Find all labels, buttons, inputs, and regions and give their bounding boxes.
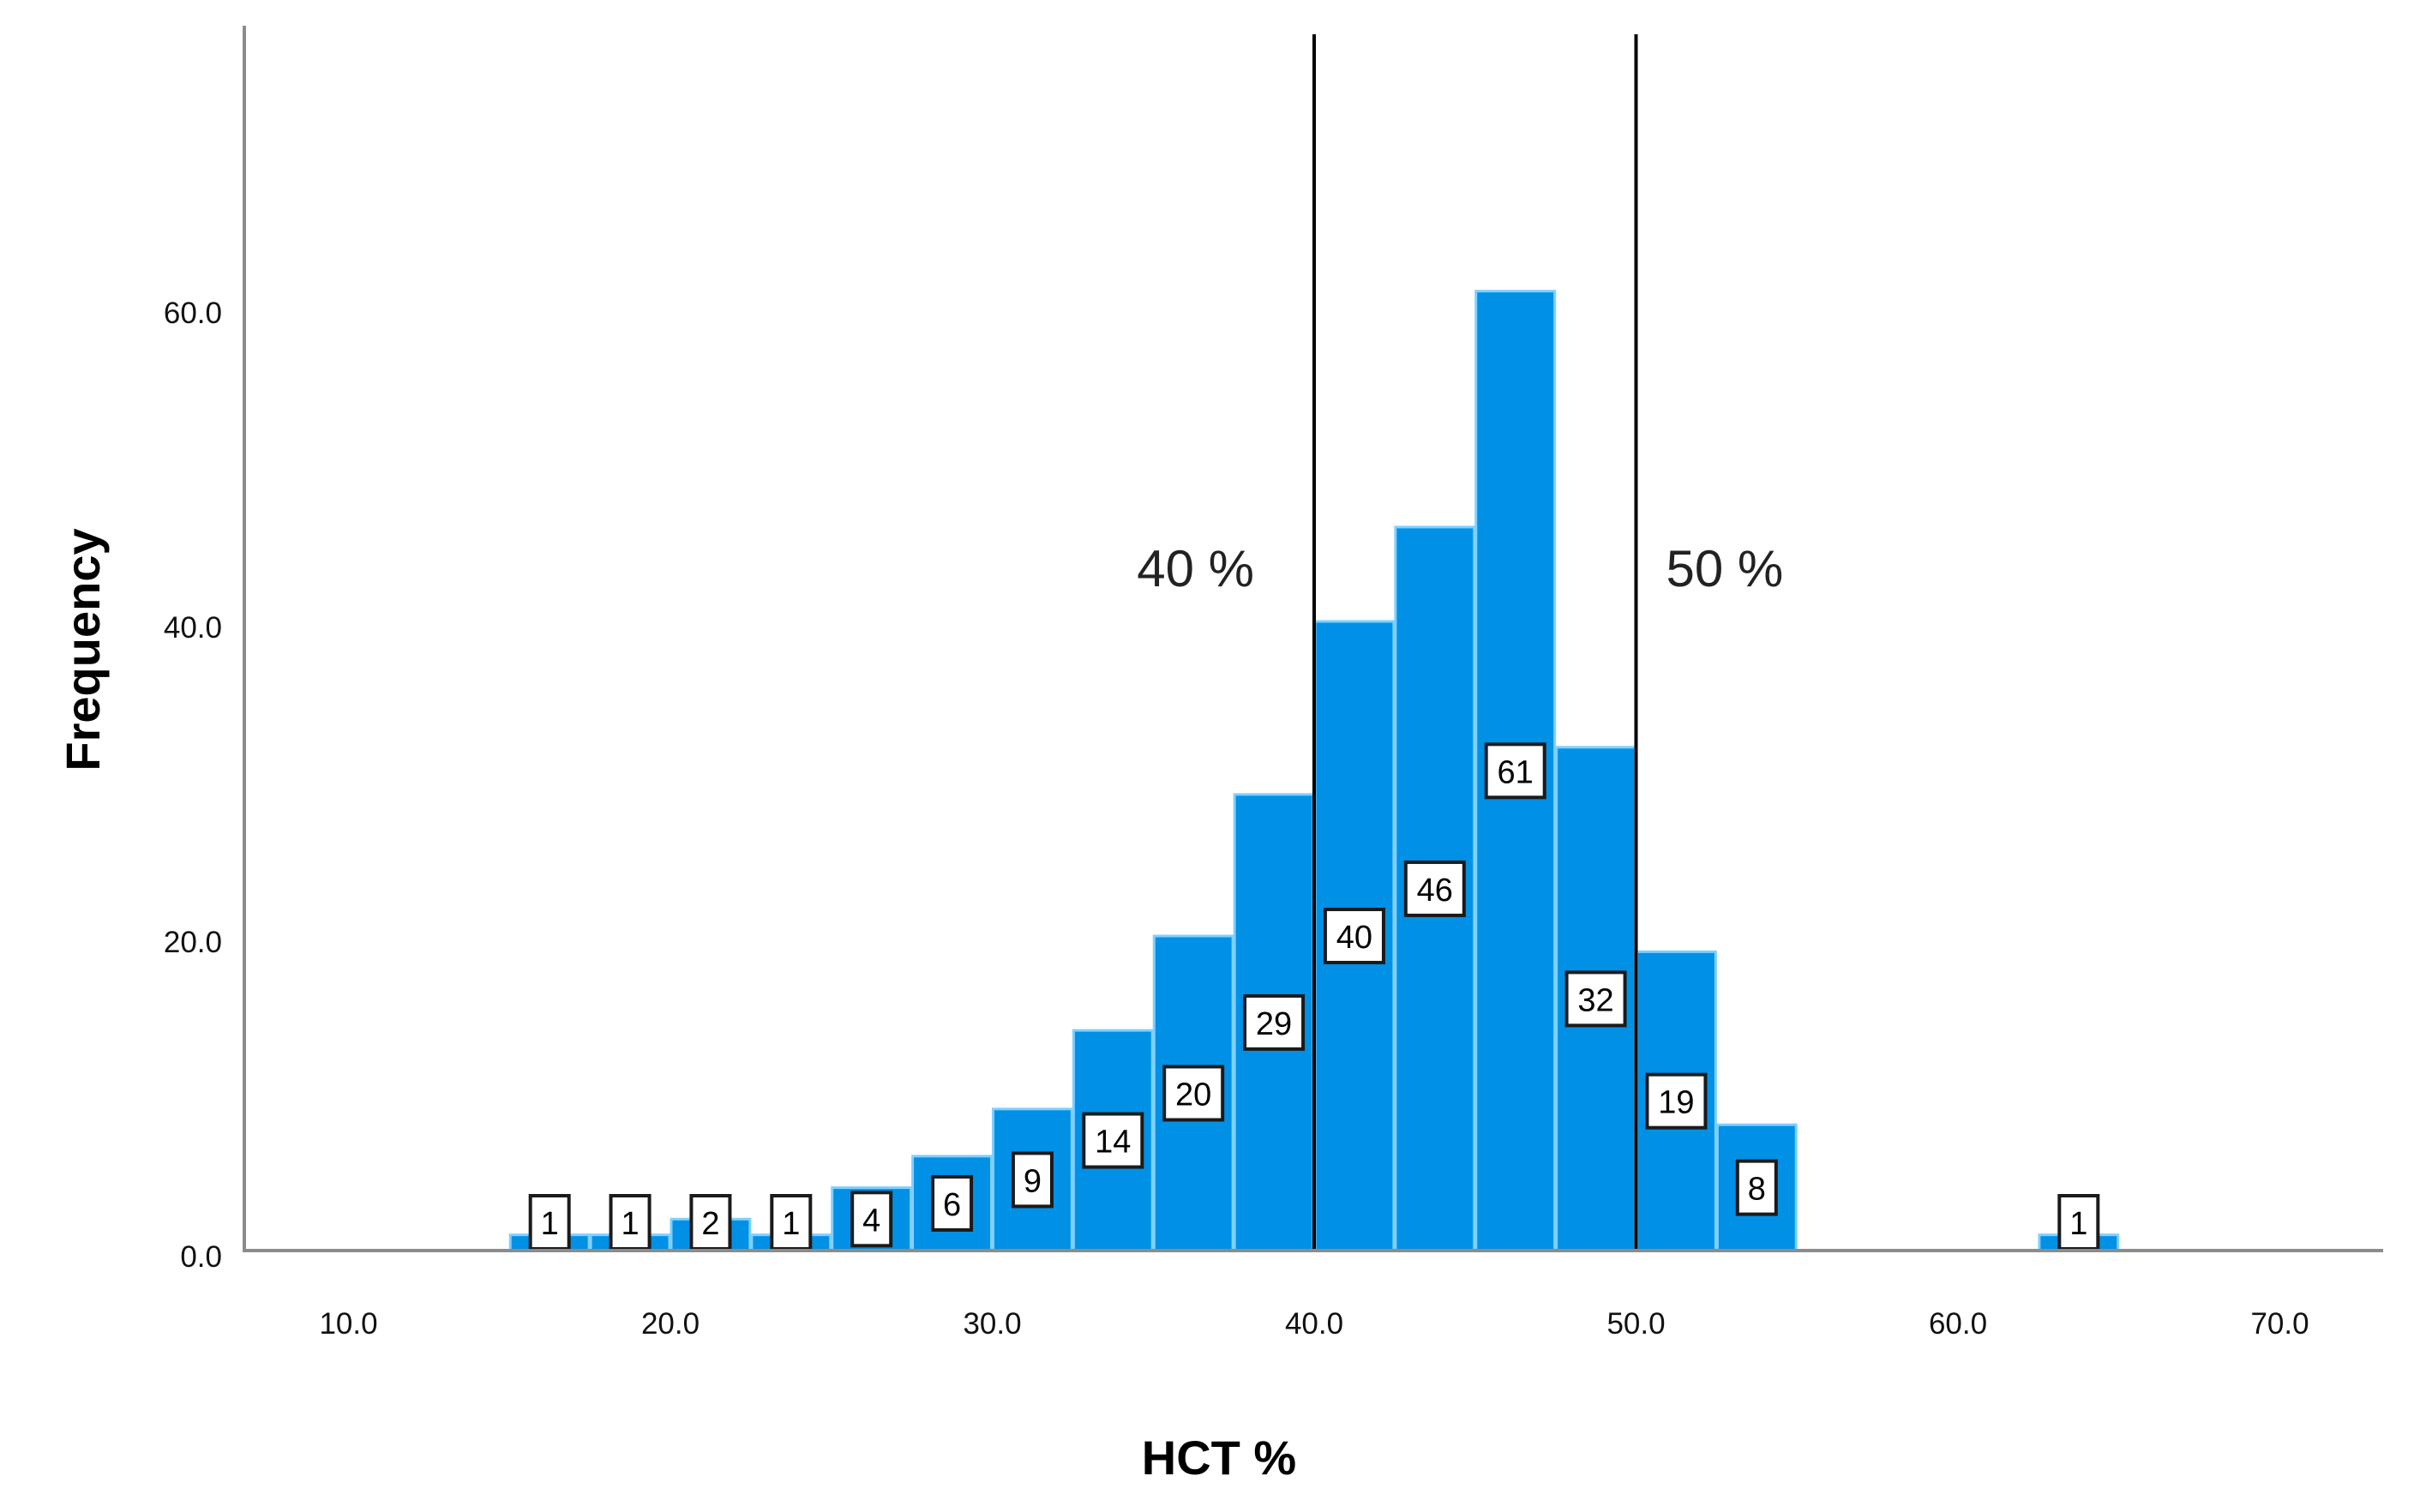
svg-text:1: 1 <box>541 1206 559 1242</box>
svg-text:4: 4 <box>862 1203 880 1239</box>
x-tick-label: 20.0 <box>641 1307 700 1341</box>
bar-data-label: 20 <box>1162 1065 1225 1122</box>
x-tick-label: 70.0 <box>2250 1307 2309 1341</box>
bar-data-label: 29 <box>1243 993 1306 1051</box>
svg-text:2: 2 <box>701 1206 719 1242</box>
bar-data-label: 1 <box>770 1194 813 1251</box>
x-axis-title: HCT % <box>1142 1431 1296 1485</box>
bar-data-label: 1 <box>528 1194 571 1251</box>
x-tick-label: 60.0 <box>1929 1307 1987 1341</box>
svg-text:40: 40 <box>1336 920 1372 956</box>
y-tick-label: 40.0 <box>164 611 222 645</box>
bar-data-label: 1 <box>609 1194 652 1251</box>
svg-text:1: 1 <box>621 1206 639 1242</box>
bar-data-label: 61 <box>1484 742 1546 800</box>
bar-data-label: 19 <box>1645 1072 1708 1130</box>
svg-text:8: 8 <box>1748 1172 1766 1208</box>
svg-text:29: 29 <box>1256 1006 1292 1042</box>
svg-text:14: 14 <box>1095 1125 1131 1161</box>
reference-line-label: 50 % <box>1666 540 1784 597</box>
svg-text:6: 6 <box>943 1187 961 1223</box>
svg-text:46: 46 <box>1417 873 1453 909</box>
bar-data-label: 8 <box>1735 1159 1778 1216</box>
reference-line-label: 40 % <box>1137 540 1254 597</box>
bar-data-label: 9 <box>1011 1151 1054 1209</box>
y-axis-title: Frequency <box>56 528 110 771</box>
y-tick-label: 60.0 <box>164 297 222 330</box>
x-tick-label: 40.0 <box>1285 1307 1343 1341</box>
svg-text:32: 32 <box>1577 982 1613 1018</box>
svg-text:19: 19 <box>1658 1085 1694 1121</box>
x-tick-labels: 10.0 20.0 30.0 40.0 50.0 60.0 70.0 <box>319 1307 2309 1341</box>
bar-data-label: 14 <box>1082 1112 1144 1169</box>
x-tick-label: 30.0 <box>963 1307 1021 1341</box>
svg-text:1: 1 <box>2069 1206 2087 1242</box>
bar-data-label: 1 <box>2057 1194 2100 1251</box>
reference-lines: 40 % 50 % <box>1137 34 1783 1251</box>
svg-text:1: 1 <box>782 1206 800 1242</box>
y-tick-labels: 0.0 20.0 40.0 60.0 <box>164 297 222 1274</box>
y-tick-label: 0.0 <box>180 1240 222 1274</box>
histogram-bar <box>1715 1123 1798 1252</box>
svg-text:9: 9 <box>1024 1163 1042 1199</box>
axes <box>243 26 2383 1252</box>
bar-data-label: 6 <box>931 1174 974 1232</box>
y-tick-label: 20.0 <box>164 926 222 959</box>
svg-text:61: 61 <box>1498 754 1534 790</box>
bar-data-label: 40 <box>1323 908 1385 964</box>
bar-data-label: 46 <box>1403 860 1466 917</box>
svg-text:20: 20 <box>1175 1077 1211 1113</box>
bar-data-label: 2 <box>689 1194 732 1251</box>
bar-data-label: 32 <box>1564 970 1627 1028</box>
bar-data-label: 4 <box>850 1191 893 1248</box>
x-tick-label: 10.0 <box>319 1307 377 1341</box>
x-tick-label: 50.0 <box>1606 1307 1665 1341</box>
